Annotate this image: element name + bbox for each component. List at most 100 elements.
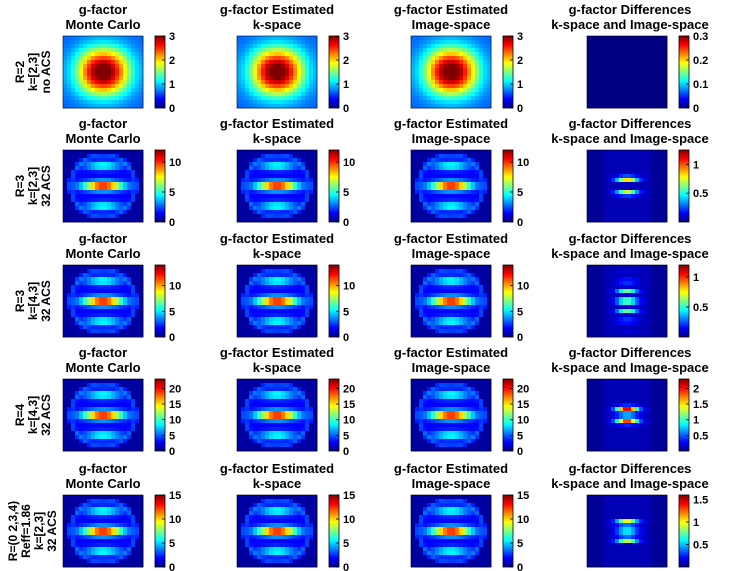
heatmap-cell — [131, 100, 136, 105]
heatmap-cell — [67, 321, 72, 326]
heatmap-cell — [273, 285, 278, 290]
heatmap-cell — [91, 64, 96, 69]
heatmap-cell — [293, 407, 298, 412]
heatmap-cell — [305, 182, 310, 187]
heatmap-cell — [277, 379, 282, 384]
heatmap-cell — [459, 214, 464, 219]
heatmap-cell — [479, 56, 484, 61]
heatmap-cell — [305, 329, 310, 334]
heatmap-cell — [285, 317, 290, 322]
heatmap-cell — [431, 166, 436, 171]
heatmap-cell — [451, 44, 456, 49]
heatmap-cell — [115, 162, 120, 167]
heatmap-cell — [83, 198, 88, 203]
heatmap-cell — [249, 281, 254, 286]
heatmap-cell — [281, 48, 286, 53]
heatmap-cell — [635, 44, 640, 49]
heatmap-cell — [603, 96, 608, 101]
heatmap-cell — [643, 202, 648, 207]
heatmap-cell — [659, 198, 664, 203]
heatmap-cell — [297, 52, 302, 57]
heatmap-cell — [103, 273, 108, 278]
heatmap-cell — [99, 190, 104, 195]
heatmap-cell — [249, 202, 254, 207]
heatmap-cell — [313, 166, 318, 171]
heatmap-cell — [281, 72, 286, 77]
heatmap-cell — [599, 158, 604, 163]
heatmap-cell — [451, 309, 456, 314]
heatmap-cell — [87, 100, 92, 105]
heatmap-cell — [99, 166, 104, 171]
heatmap-cell — [67, 40, 72, 45]
heatmap-cell — [253, 72, 258, 77]
heatmap-cell — [459, 293, 464, 298]
heatmap-cell — [659, 277, 664, 282]
heatmap-cell — [305, 186, 310, 191]
heatmap-cell — [285, 277, 290, 282]
heatmap-cell — [139, 317, 144, 322]
heatmap-cell — [411, 76, 416, 81]
heatmap-cell — [75, 96, 80, 101]
heatmap-cell — [241, 166, 246, 171]
heatmap-cell — [277, 104, 282, 109]
heatmap-cell — [301, 210, 306, 215]
heatmap-cell — [479, 269, 484, 274]
heatmap-cell — [289, 104, 294, 109]
heatmap-cell — [451, 202, 456, 207]
heatmap-cell — [599, 317, 604, 322]
heatmap-cell — [75, 383, 80, 388]
colorbar-tick-label: 1 — [693, 272, 699, 284]
heatmap-cell — [241, 36, 246, 41]
heatmap-cell — [301, 36, 306, 41]
heatmap-cell — [273, 80, 278, 85]
heatmap-cell — [253, 387, 258, 392]
heatmap-cell — [285, 391, 290, 396]
heatmap-cell — [297, 56, 302, 61]
heatmap-cell — [305, 162, 310, 167]
heatmap-cell — [87, 92, 92, 97]
heatmap-cell — [619, 325, 624, 330]
heatmap-cell — [423, 84, 428, 89]
image-frame — [586, 264, 668, 338]
heatmap-cell — [587, 80, 592, 85]
row-label: R=3k=[2,3]32 ACS — [13, 165, 53, 207]
heatmap-cell — [475, 182, 480, 187]
heatmap-cell — [447, 293, 452, 298]
heatmap-cell — [615, 321, 620, 326]
heatmap-cell — [643, 154, 648, 159]
heatmap-cell — [91, 44, 96, 49]
heatmap-cell — [595, 52, 600, 57]
heatmap-cell — [99, 419, 104, 424]
heatmap-cell — [281, 309, 286, 314]
heatmap-cell — [309, 194, 314, 199]
heatmap-cell — [75, 158, 80, 163]
heatmap-cell — [301, 194, 306, 199]
heatmap-cell — [241, 293, 246, 298]
heatmap-cell — [487, 154, 492, 159]
heatmap-cell — [411, 214, 416, 219]
heatmap-cell — [237, 84, 242, 89]
heatmap-cell — [411, 96, 416, 101]
heatmap-cell — [83, 407, 88, 412]
heatmap-cell — [249, 166, 254, 171]
heatmap-cell — [631, 305, 636, 310]
heatmap-cell — [591, 72, 596, 77]
heatmap-cell — [95, 383, 100, 388]
heatmap-cell — [87, 88, 92, 93]
image-frame — [410, 35, 492, 109]
heatmap-cell — [131, 194, 136, 199]
heatmap-cell — [611, 297, 616, 302]
heatmap-cell — [139, 383, 144, 388]
heatmap-cell — [293, 313, 298, 318]
heatmap-cell — [293, 277, 298, 282]
heatmap-cell — [423, 186, 428, 191]
heatmap-cell — [123, 383, 128, 388]
heatmap-cell — [63, 202, 68, 207]
heatmap-cell — [487, 162, 492, 167]
heatmap-cell — [83, 439, 88, 444]
heatmap-cell — [627, 313, 632, 318]
row-label: R=2k=[2,3]no ACS — [13, 51, 53, 94]
heatmap-cell — [309, 92, 314, 97]
heatmap-cell — [293, 150, 298, 155]
heatmap-cell — [249, 170, 254, 175]
